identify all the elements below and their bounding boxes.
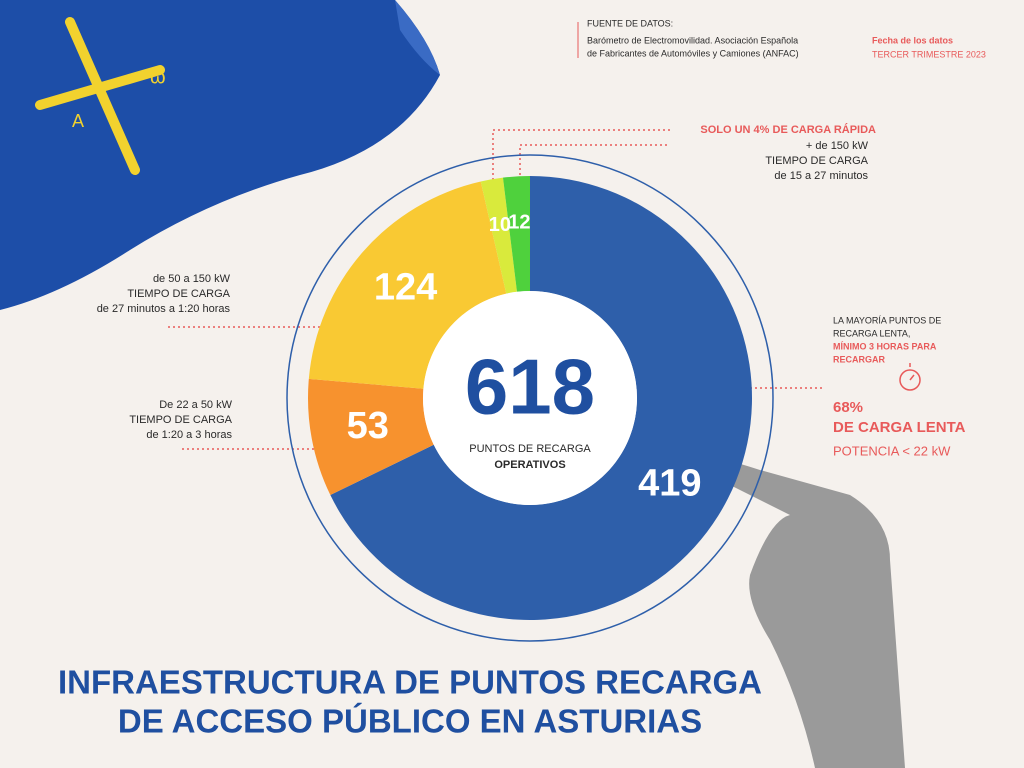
source-label: FUENTE DE DATOS: [587,18,673,28]
note: 68% [833,399,863,416]
source-text: de Fabricantes de Automóviles y Camiones… [587,48,799,58]
hand [679,455,905,768]
date-value: TERCER TRIMESTRE 2023 [872,49,986,59]
note: RECARGAR [833,354,886,364]
note: SOLO UN 4% DE CARGA RÁPIDA [700,123,876,136]
note: MÍNIMO 3 HORAS PARA [833,341,937,351]
slice [307,378,434,496]
flag-cross [35,17,165,175]
value-label: 10 [489,214,511,236]
note: De 22 a 50 kW [159,399,232,411]
source-text: Barómetro de Electromovilidad. Asociació… [587,35,798,45]
slice [308,181,507,389]
flag [0,0,440,310]
note: DE CARGA LENTA [833,419,966,436]
note: + de 150 kW [806,140,869,152]
flag-fold [395,0,440,75]
note: LA MAYORÍA PUNTOS DE [833,315,941,325]
value-label: 124 [374,267,437,309]
center-label: OPERATIVOS [494,459,565,471]
total: 618 [465,343,595,431]
value-label: 419 [638,463,701,505]
date-label: Fecha de los datos [872,35,953,45]
slice [330,176,752,620]
flag-alpha: A [72,111,84,131]
note: de 50 a 150 kW [153,273,231,285]
stopwatch-icon [899,363,921,391]
center-label: PUNTOS DE RECARGA [469,443,591,455]
note: TIEMPO DE CARGA [127,288,230,300]
donut-hole [423,291,637,505]
note: TIEMPO DE CARGA [129,414,232,426]
note: de 15 a 27 minutos [774,170,868,182]
note: RECARGA LENTA, [833,328,910,338]
slice [480,177,517,294]
note: de 1:20 a 3 horas [146,429,232,441]
title: DE ACCESO PÚBLICO EN ASTURIAS [118,703,702,740]
slice [502,176,530,292]
note: TIEMPO DE CARGA [765,155,868,167]
outer-ring [286,154,774,642]
note: de 27 minutos a 1:20 horas [97,303,231,315]
flag-omega: ω [150,66,166,88]
value-label: 12 [508,212,530,234]
value-label: 53 [347,405,389,447]
title: INFRAESTRUCTURA DE PUNTOS RECARGA [58,664,762,701]
donut [307,176,752,620]
note: POTENCIA < 22 kW [833,443,951,458]
